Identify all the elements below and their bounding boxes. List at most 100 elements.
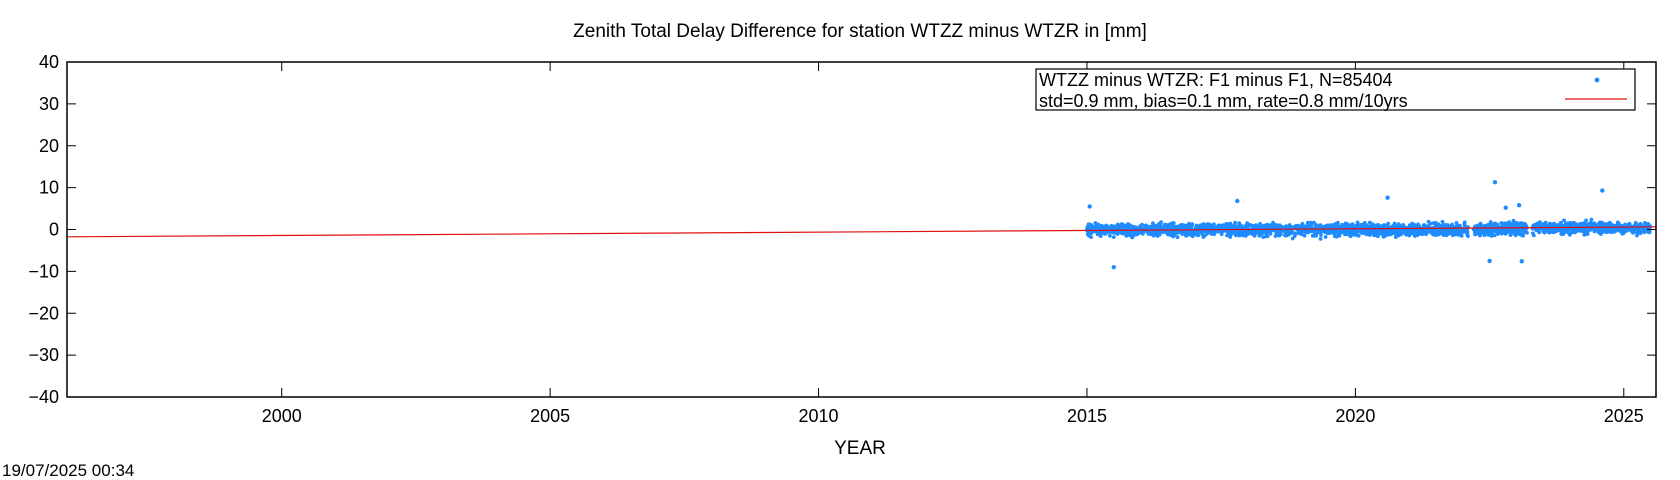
data-point — [1357, 228, 1361, 233]
data-point — [1626, 223, 1630, 228]
legend-entry-trend: std=0.9 mm, bias=0.1 mm, rate=0.8 mm/10y… — [1039, 91, 1408, 111]
data-point — [1284, 224, 1289, 229]
data-point — [1368, 229, 1372, 234]
data-point — [1375, 234, 1380, 239]
data-point — [1180, 223, 1184, 228]
data-point — [1211, 225, 1216, 229]
data-point — [1265, 234, 1270, 239]
data-point — [1087, 222, 1092, 227]
data-point — [1175, 235, 1180, 240]
data-point — [1511, 218, 1516, 223]
data-point — [1209, 230, 1214, 235]
data-point — [1606, 222, 1611, 227]
data-point — [1090, 226, 1095, 231]
data-point — [1450, 228, 1455, 233]
data-point — [1601, 230, 1605, 234]
data-point — [1313, 223, 1318, 227]
data-point — [1619, 226, 1624, 231]
data-point — [1493, 222, 1498, 227]
data-point — [1493, 229, 1498, 234]
x-tick-label: 2025 — [1604, 406, 1644, 426]
data-point — [1159, 225, 1164, 230]
data-point — [1573, 222, 1577, 226]
data-point — [1478, 233, 1482, 238]
data-point — [1202, 226, 1206, 231]
x-axis: 2000 2005 2010 2015 2020 2025 — [262, 62, 1644, 426]
data-point — [1170, 221, 1175, 226]
data-point — [1428, 221, 1433, 226]
chart-title: Zenith Total Delay Difference for statio… — [573, 21, 1147, 42]
data-point — [1624, 228, 1629, 233]
data-point — [1474, 229, 1479, 234]
data-point — [1318, 237, 1323, 241]
data-point — [1252, 233, 1257, 238]
data-point — [1127, 225, 1132, 230]
data-point — [1635, 233, 1639, 238]
y-tick-label: 40 — [39, 52, 59, 72]
data-point — [1551, 230, 1556, 235]
data-point — [1151, 233, 1156, 238]
data-point — [1140, 222, 1144, 227]
data-point — [1578, 222, 1583, 226]
data-point — [1185, 224, 1190, 229]
data-point — [1520, 232, 1525, 237]
y-tick-label: 20 — [39, 136, 59, 156]
data-point — [1393, 235, 1398, 240]
data-point — [1417, 224, 1422, 229]
data-point — [1195, 224, 1199, 229]
data-point — [1444, 233, 1449, 238]
data-point — [1327, 229, 1332, 234]
data-point — [1093, 221, 1098, 225]
data-point — [1237, 232, 1242, 237]
legend-box — [1035, 68, 1636, 111]
data-point — [1204, 232, 1209, 236]
data-point — [1337, 233, 1342, 238]
data-point — [1454, 221, 1459, 225]
data-point — [1592, 221, 1596, 226]
data-point — [1298, 230, 1302, 235]
data-point — [1415, 231, 1419, 236]
data-point — [1155, 231, 1160, 236]
data-point — [1444, 225, 1449, 230]
data-point — [1454, 229, 1459, 234]
y-tick-label: −10 — [28, 261, 59, 281]
data-point — [1129, 234, 1134, 238]
data-point — [1629, 228, 1634, 233]
data-point — [1276, 230, 1281, 235]
data-point — [1166, 223, 1171, 228]
data-point — [1288, 229, 1293, 234]
data-point — [1168, 231, 1173, 236]
data-point — [1247, 223, 1252, 227]
data-point — [1171, 234, 1175, 239]
data-point — [1509, 230, 1514, 235]
data-point — [1162, 223, 1167, 228]
data-point — [1537, 230, 1542, 235]
data-point — [1531, 231, 1535, 236]
data-point — [1174, 231, 1178, 236]
data-point — [1219, 230, 1224, 235]
data-point — [1336, 220, 1340, 225]
data-point — [1386, 221, 1391, 226]
data-point — [1228, 235, 1233, 239]
data-point — [1462, 223, 1467, 228]
data-point — [1643, 221, 1647, 225]
data-point — [1346, 230, 1351, 234]
data-point — [1151, 221, 1155, 226]
data-point — [1459, 234, 1464, 238]
x-tick-label: 2015 — [1067, 406, 1107, 426]
data-point — [1351, 232, 1356, 237]
data-point — [1343, 221, 1348, 226]
outlier-point — [1503, 205, 1508, 210]
data-point — [1499, 231, 1504, 236]
y-tick-label: 10 — [39, 178, 59, 198]
data-point — [1356, 233, 1361, 238]
data-point — [1538, 221, 1542, 226]
data-point — [1224, 222, 1229, 226]
data-point — [1571, 229, 1576, 234]
data-point — [1490, 230, 1495, 235]
y-tick-label: 0 — [49, 220, 59, 240]
data-point — [1582, 232, 1587, 237]
data-point — [1108, 233, 1112, 238]
data-point — [1177, 230, 1181, 235]
